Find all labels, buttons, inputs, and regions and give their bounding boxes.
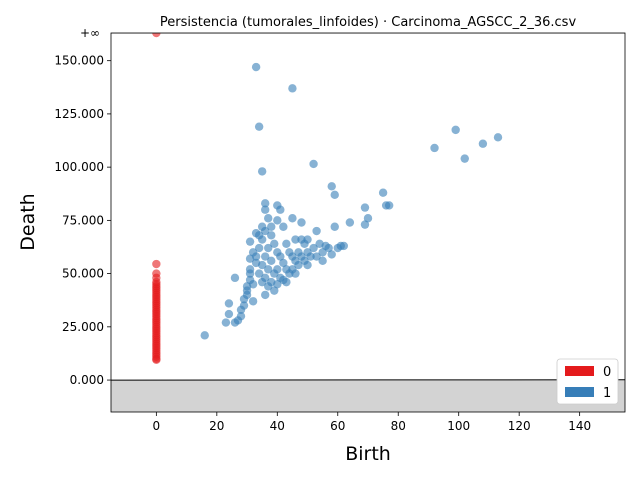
point-dim1-36 — [261, 206, 269, 214]
point-dim1-84 — [303, 261, 311, 269]
legend: 0 1 — [557, 359, 618, 404]
point-dim1-112 — [479, 140, 487, 148]
point-dim1-68 — [288, 84, 296, 92]
y-tick-label: 75.000 — [62, 213, 104, 227]
point-dim1-105 — [364, 214, 372, 222]
point-dim1-60 — [279, 223, 287, 231]
point-dim0-1 — [152, 260, 160, 268]
point-dim1-92 — [318, 257, 326, 265]
point-dim1-26 — [255, 122, 263, 130]
point-dim1-25 — [252, 252, 260, 260]
legend-label-1: 1 — [603, 386, 611, 401]
point-dim1-24 — [252, 63, 260, 71]
x-tick-label: 40 — [270, 419, 285, 433]
point-dim1-98 — [331, 223, 339, 231]
x-tick-label: 60 — [330, 419, 345, 433]
legend-swatch-1 — [565, 387, 594, 397]
point-dim1-21 — [249, 280, 257, 288]
point-dim1-77 — [297, 218, 305, 226]
point-dim1-41 — [264, 214, 272, 222]
x-tick-label: 140 — [568, 419, 591, 433]
y-tick-label: 150.000 — [54, 54, 104, 68]
point-dim1-97 — [331, 191, 339, 199]
point-dim1-47 — [267, 257, 275, 265]
legend-label-0: 0 — [603, 365, 611, 380]
y-tick-label: 0.000 — [70, 373, 104, 387]
point-dim1-63 — [282, 240, 290, 248]
point-dim1-46 — [267, 231, 275, 239]
point-dim1-4 — [231, 274, 239, 282]
point-dim1-53 — [273, 216, 281, 224]
point-dim1-111 — [461, 154, 469, 162]
legend-swatch-0 — [565, 366, 594, 376]
point-dim1-28 — [255, 244, 263, 252]
y-tick-label: 100.000 — [54, 160, 104, 174]
point-dim1-49 — [270, 240, 278, 248]
point-dim1-109 — [430, 144, 438, 152]
point-dim1-55 — [273, 265, 281, 273]
point-dim1-57 — [276, 206, 284, 214]
x-axis-label: Birth — [345, 443, 391, 465]
y-tick-label: 25.000 — [62, 320, 104, 334]
point-dim1-96 — [328, 250, 336, 258]
point-dim1-110 — [451, 126, 459, 134]
point-dim1-16 — [246, 269, 254, 277]
x-tick-label: 100 — [447, 419, 470, 433]
y-tick-label: 50.000 — [62, 267, 104, 281]
point-dim1-106 — [379, 188, 387, 196]
point-dim0-41 — [152, 356, 160, 364]
point-dim1-69 — [288, 214, 296, 222]
point-dim1-20 — [249, 297, 257, 305]
point-dim1-0 — [201, 331, 209, 339]
point-dim1-103 — [361, 203, 369, 211]
point-dim1-82 — [303, 235, 311, 243]
y-axis-label: Death — [17, 193, 39, 250]
point-dim1-3 — [225, 299, 233, 307]
x-tick-label: 20 — [209, 419, 224, 433]
point-dim1-31 — [258, 167, 266, 175]
x-tick-label: 120 — [508, 419, 531, 433]
point-dim1-40 — [261, 291, 269, 299]
chart-title: Persistencia (tumorales_linfoides) · Car… — [160, 15, 577, 30]
infinity-label: +∞ — [80, 26, 100, 40]
point-dim1-95 — [328, 182, 336, 190]
point-dim1-18 — [246, 237, 254, 245]
point-dim1-65 — [282, 278, 290, 286]
point-dim1-74 — [291, 269, 299, 277]
point-dim1-108 — [385, 201, 393, 209]
below-diagonal-region — [111, 380, 625, 412]
point-dim1-101 — [340, 242, 348, 250]
point-dim1-1 — [222, 318, 230, 326]
point-dim1-88 — [312, 227, 320, 235]
x-tick-label: 80 — [391, 419, 406, 433]
point-dim1-86 — [309, 160, 317, 168]
point-dim1-102 — [346, 218, 354, 226]
point-dim1-2 — [225, 310, 233, 318]
point-dim1-113 — [494, 133, 502, 141]
y-tick-label: 125.000 — [54, 107, 104, 121]
point-dim1-45 — [267, 223, 275, 231]
x-tick-label: 0 — [153, 419, 161, 433]
point-dim1-32 — [258, 235, 266, 243]
